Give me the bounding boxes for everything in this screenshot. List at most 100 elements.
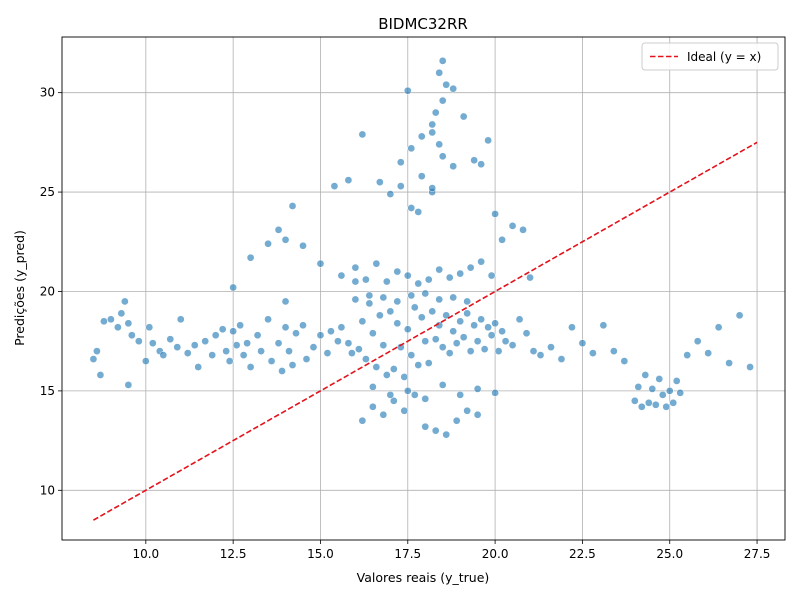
- data-point: [257, 347, 265, 355]
- data-point: [452, 416, 461, 425]
- data-point: [665, 387, 674, 395]
- data-point: [229, 283, 237, 292]
- data-point: [288, 202, 297, 210]
- data-point: [589, 349, 597, 357]
- data-point: [379, 341, 388, 350]
- data-point: [669, 398, 678, 407]
- data-point: [435, 295, 444, 304]
- data-point: [477, 257, 485, 266]
- data-point: [424, 359, 433, 367]
- data-point: [494, 347, 503, 355]
- data-point: [428, 307, 437, 316]
- data-point: [299, 321, 307, 330]
- data-point: [176, 315, 185, 324]
- data-point: [344, 176, 353, 184]
- data-point: [456, 317, 465, 326]
- data-point: [491, 210, 499, 218]
- data-point: [477, 315, 485, 324]
- data-point: [407, 351, 416, 359]
- data-point: [382, 277, 391, 286]
- data-point: [369, 402, 377, 411]
- data-point: [389, 365, 398, 373]
- data-point: [194, 363, 203, 371]
- data-point: [487, 271, 496, 280]
- data-point: [288, 361, 297, 369]
- data-point: [239, 351, 248, 359]
- data-points: [89, 57, 754, 439]
- data-point: [466, 347, 475, 355]
- data-point: [725, 359, 733, 367]
- legend-box: [641, 42, 779, 71]
- plot-frame: [61, 36, 786, 541]
- data-point: [375, 311, 384, 320]
- data-point: [100, 317, 108, 326]
- data-point: [508, 222, 517, 230]
- data-point: [620, 357, 629, 365]
- data-point: [246, 363, 255, 371]
- data-point: [456, 269, 465, 278]
- data-point: [473, 337, 482, 346]
- data-point: [208, 351, 217, 359]
- data-point: [449, 293, 458, 302]
- data-point: [410, 391, 419, 399]
- data-point: [547, 343, 555, 352]
- legend: Ideal (y = x): [641, 42, 779, 71]
- ideal-line: [93, 141, 758, 521]
- data-point: [358, 317, 367, 326]
- x-axis-label: Valores reais (y_true): [357, 570, 490, 585]
- data-point: [211, 331, 220, 340]
- data-point: [463, 297, 472, 306]
- data-point: [417, 172, 426, 181]
- y-tick-label: 25: [40, 185, 55, 199]
- legend-entry-ideal: Ideal (y = x): [687, 50, 761, 64]
- data-point: [148, 339, 157, 348]
- y-tick-label: 15: [40, 384, 55, 398]
- data-point: [403, 86, 412, 95]
- data-point: [107, 315, 115, 324]
- data-point: [421, 394, 430, 403]
- data-point: [316, 331, 325, 340]
- data-point: [442, 311, 451, 320]
- data-point: [463, 309, 472, 318]
- data-point: [145, 323, 154, 332]
- data-point: [246, 253, 255, 262]
- data-point: [358, 416, 367, 425]
- data-point: [435, 265, 444, 274]
- data-point: [96, 371, 105, 379]
- data-point: [522, 329, 531, 338]
- data-point: [487, 331, 496, 340]
- data-point: [428, 128, 437, 137]
- data-point: [173, 343, 182, 352]
- data-point: [396, 182, 405, 190]
- data-point: [351, 295, 360, 304]
- data-point: [438, 343, 447, 352]
- data-point: [501, 337, 510, 346]
- data-point: [285, 347, 293, 355]
- y-axis-label: Predições (y_pred): [12, 230, 27, 346]
- data-point: [134, 337, 143, 346]
- data-point: [183, 349, 192, 357]
- data-point: [428, 120, 437, 129]
- data-point: [498, 327, 506, 336]
- data-point: [281, 323, 290, 332]
- data-point: [634, 383, 643, 391]
- data-point: [389, 396, 398, 405]
- data-point: [438, 57, 447, 65]
- x-tick-label: 17.5: [394, 547, 421, 561]
- data-point: [519, 225, 527, 234]
- data-point: [114, 323, 122, 332]
- data-point: [386, 190, 395, 198]
- data-point: [637, 402, 646, 411]
- data-point: [264, 315, 272, 324]
- data-point: [714, 323, 723, 332]
- data-point: [435, 68, 444, 77]
- data-point: [442, 430, 451, 439]
- data-point: [449, 327, 458, 336]
- data-point: [529, 347, 538, 355]
- x-tick-label: 12.5: [220, 547, 247, 561]
- data-point: [358, 130, 367, 139]
- data-point: [414, 279, 423, 288]
- data-point: [410, 303, 419, 312]
